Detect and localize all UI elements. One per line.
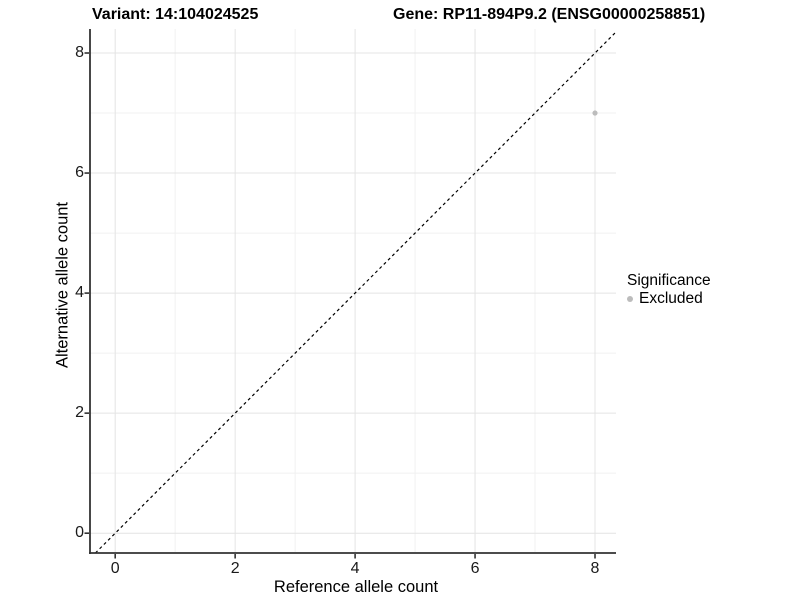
- x-axis-title: Reference allele count: [273, 578, 439, 596]
- plot-title-variant: Variant: 14:104024525: [92, 6, 259, 23]
- x-tick-label: 6: [470, 560, 480, 577]
- excluded-point-icon: [627, 296, 633, 302]
- x-tick-label: 4: [350, 560, 360, 577]
- y-axis-title: Alternative allele count: [53, 201, 72, 369]
- legend: Significance Excluded: [627, 271, 711, 308]
- legend-item-label: Excluded: [639, 290, 703, 307]
- plot-title-gene: Gene: RP11-894P9.2 (ENSG00000258851): [393, 6, 706, 23]
- identity-line: [94, 31, 617, 554]
- legend-title: Significance: [627, 272, 711, 289]
- x-tick-label: 8: [590, 560, 600, 577]
- data-point: [592, 110, 598, 116]
- x-tick-label: 0: [110, 560, 120, 577]
- y-tick-label: 8: [75, 44, 84, 61]
- y-tick-label: 0: [75, 524, 84, 542]
- y-tick-label: 2: [75, 404, 84, 422]
- y-tick-label: 4: [75, 284, 84, 302]
- legend-item-excluded: Excluded: [627, 290, 711, 308]
- x-tick-label: 2: [230, 560, 240, 577]
- y-tick-label: 6: [75, 164, 84, 182]
